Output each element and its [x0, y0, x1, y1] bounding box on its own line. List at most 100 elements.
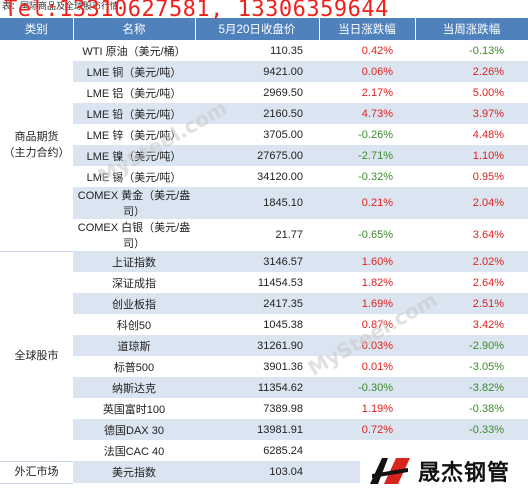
week-change-cell: -0.38% — [415, 398, 528, 419]
market-table: 类别 名称 5月20日收盘价 当日涨跌幅 当周涨跌幅 商品期货 （主力合约） WTI… — [0, 18, 528, 484]
brand-logo: 晟杰钢管 — [360, 446, 528, 495]
brand-name: 晟杰钢管 — [418, 460, 511, 486]
header-close: 5月20日收盘价 — [195, 18, 320, 40]
name-cell: COMEX 白银（美元/盎司） — [73, 219, 195, 251]
header-day-change: 当日涨跌幅 — [319, 18, 416, 40]
close-cell: 2417.35 — [195, 293, 319, 314]
name-cell: 英国富时100 — [73, 398, 195, 419]
name-cell: 上证指数 — [73, 251, 195, 272]
category-cell: 商品期货 （主力合约） — [0, 40, 73, 252]
week-change-cell: 2.02% — [415, 251, 528, 272]
name-cell: LME 锌（美元/吨） — [73, 124, 195, 145]
table-row: 科创50 1045.38 0.87% 3.42% — [0, 314, 528, 335]
name-cell: LME 锡（美元/吨） — [73, 166, 195, 187]
close-cell: 3901.36 — [195, 356, 319, 377]
table-row: 全球股市 上证指数 3146.57 1.60% 2.02% — [0, 251, 528, 462]
name-cell: 创业板指 — [73, 293, 195, 314]
name-cell: 深证成指 — [73, 272, 195, 293]
table-row: 创业板指 2417.35 1.69% 2.51% — [0, 293, 528, 314]
close-cell: 2160.50 — [195, 103, 319, 124]
table-row: 英国富时100 7389.98 1.19% -0.38% — [0, 398, 528, 419]
table-row: LME 铜（美元/吨） 9421.00 0.06% 2.26% — [0, 61, 528, 82]
week-change-cell: 2.51% — [415, 293, 528, 314]
header-category: 类别 — [0, 18, 74, 40]
close-cell: 11454.53 — [195, 272, 319, 293]
brand-mark-icon — [370, 457, 410, 484]
close-cell: 34120.00 — [195, 166, 319, 187]
name-cell: 纳斯达克 — [73, 377, 195, 398]
close-cell: 31261.90 — [195, 335, 319, 356]
close-cell: 21.77 — [195, 219, 319, 251]
table-row: LME 锡（美元/吨） 34120.00 -0.32% 0.95% — [0, 166, 528, 187]
day-change-cell: -2.71% — [319, 145, 415, 166]
day-change-cell: 2.17% — [319, 82, 415, 103]
week-change-cell: 0.95% — [415, 166, 528, 187]
day-change-cell: 0.87% — [319, 314, 415, 335]
day-change-cell: 1.60% — [319, 251, 415, 272]
close-cell: 27675.00 — [195, 145, 319, 166]
close-cell: 3705.00 — [195, 124, 319, 145]
week-change-cell: 2.04% — [415, 187, 528, 219]
week-change-cell: -0.13% — [415, 40, 528, 61]
day-change-cell: 1.82% — [319, 272, 415, 293]
table-row: LME 锌（美元/吨） 3705.00 -0.26% 4.48% — [0, 124, 528, 145]
table-row: 德国DAX 30 13981.91 0.72% -0.33% — [0, 419, 528, 440]
day-change-cell: 0.42% — [319, 40, 415, 61]
week-change-cell: 1.10% — [415, 145, 528, 166]
close-cell: 9421.00 — [195, 61, 319, 82]
name-cell: LME 镍（美元/吨） — [73, 145, 195, 166]
day-change-cell: 4.73% — [319, 103, 415, 124]
week-change-cell: 2.26% — [415, 61, 528, 82]
name-cell: 标普500 — [73, 356, 195, 377]
table-caption: 表：国际商品及全球股市行情 — [2, 2, 120, 12]
category-cell: 全球股市 — [0, 251, 73, 462]
name-cell: 美元指数 — [73, 461, 195, 483]
name-cell: WTI 原油（美元/桶） — [73, 40, 195, 61]
day-change-cell: 0.06% — [319, 61, 415, 82]
name-cell: LME 铜（美元/吨） — [73, 61, 195, 82]
day-change-cell: 1.19% — [319, 398, 415, 419]
table-row: LME 铝（美元/吨） 2969.50 2.17% 5.00% — [0, 82, 528, 103]
header-name: 名称 — [73, 18, 196, 40]
close-cell: 110.35 — [195, 40, 319, 61]
day-change-cell: 1.69% — [319, 293, 415, 314]
table-row: LME 铅（美元/吨） 2160.50 4.73% 3.97% — [0, 103, 528, 124]
header-row: 类别 名称 5月20日收盘价 当日涨跌幅 当周涨跌幅 — [0, 18, 528, 40]
week-change-cell: 4.48% — [415, 124, 528, 145]
week-change-cell: 2.64% — [415, 272, 528, 293]
table-row: 标普500 3901.36 0.01% -3.05% — [0, 356, 528, 377]
name-cell: 德国DAX 30 — [73, 419, 195, 440]
week-change-cell: -0.33% — [415, 419, 528, 440]
table-row: LME 镍（美元/吨） 27675.00 -2.71% 1.10% — [0, 145, 528, 166]
table-row: COMEX 白银（美元/盎司） 21.77 -0.65% 3.64% — [0, 219, 528, 251]
day-change-cell: 0.03% — [319, 335, 415, 356]
close-cell: 11354.62 — [195, 377, 319, 398]
day-change-cell: -0.26% — [319, 124, 415, 145]
table-row: 商品期货 （主力合约） WTI 原油（美元/桶） 110.35 0.42% -0.13% — [0, 40, 528, 252]
close-cell: 103.04 — [195, 461, 319, 483]
name-cell: 法国CAC 40 — [73, 440, 195, 461]
week-change-cell: 3.42% — [415, 314, 528, 335]
table-body: 商品期货 （主力合约） WTI 原油（美元/桶） 110.35 0.42% -0.13% L… — [0, 40, 528, 484]
week-change-cell: -2.90% — [415, 335, 528, 356]
day-change-cell: -0.32% — [319, 166, 415, 187]
day-change-cell: 0.72% — [319, 419, 415, 440]
close-cell: 13981.91 — [195, 419, 319, 440]
day-change-cell: -0.30% — [319, 377, 415, 398]
week-change-cell: 3.97% — [415, 103, 528, 124]
week-change-cell: -3.82% — [415, 377, 528, 398]
table-row: 深证成指 11454.53 1.82% 2.64% — [0, 272, 528, 293]
table-row: 纳斯达克 11354.62 -0.30% -3.82% — [0, 377, 528, 398]
close-cell: 7389.98 — [195, 398, 319, 419]
week-change-cell: -3.05% — [415, 356, 528, 377]
name-cell: LME 铅（美元/吨） — [73, 103, 195, 124]
category-cell: 外汇市场 — [0, 461, 73, 484]
week-change-cell: 3.64% — [415, 219, 528, 251]
close-cell: 1045.38 — [195, 314, 319, 335]
day-change-cell: 0.21% — [319, 187, 415, 219]
name-cell: 科创50 — [73, 314, 195, 335]
close-cell: 3146.57 — [195, 251, 319, 272]
close-cell: 6285.24 — [195, 440, 319, 461]
name-cell: 道琼斯 — [73, 335, 195, 356]
table-row: 道琼斯 31261.90 0.03% -2.90% — [0, 335, 528, 356]
